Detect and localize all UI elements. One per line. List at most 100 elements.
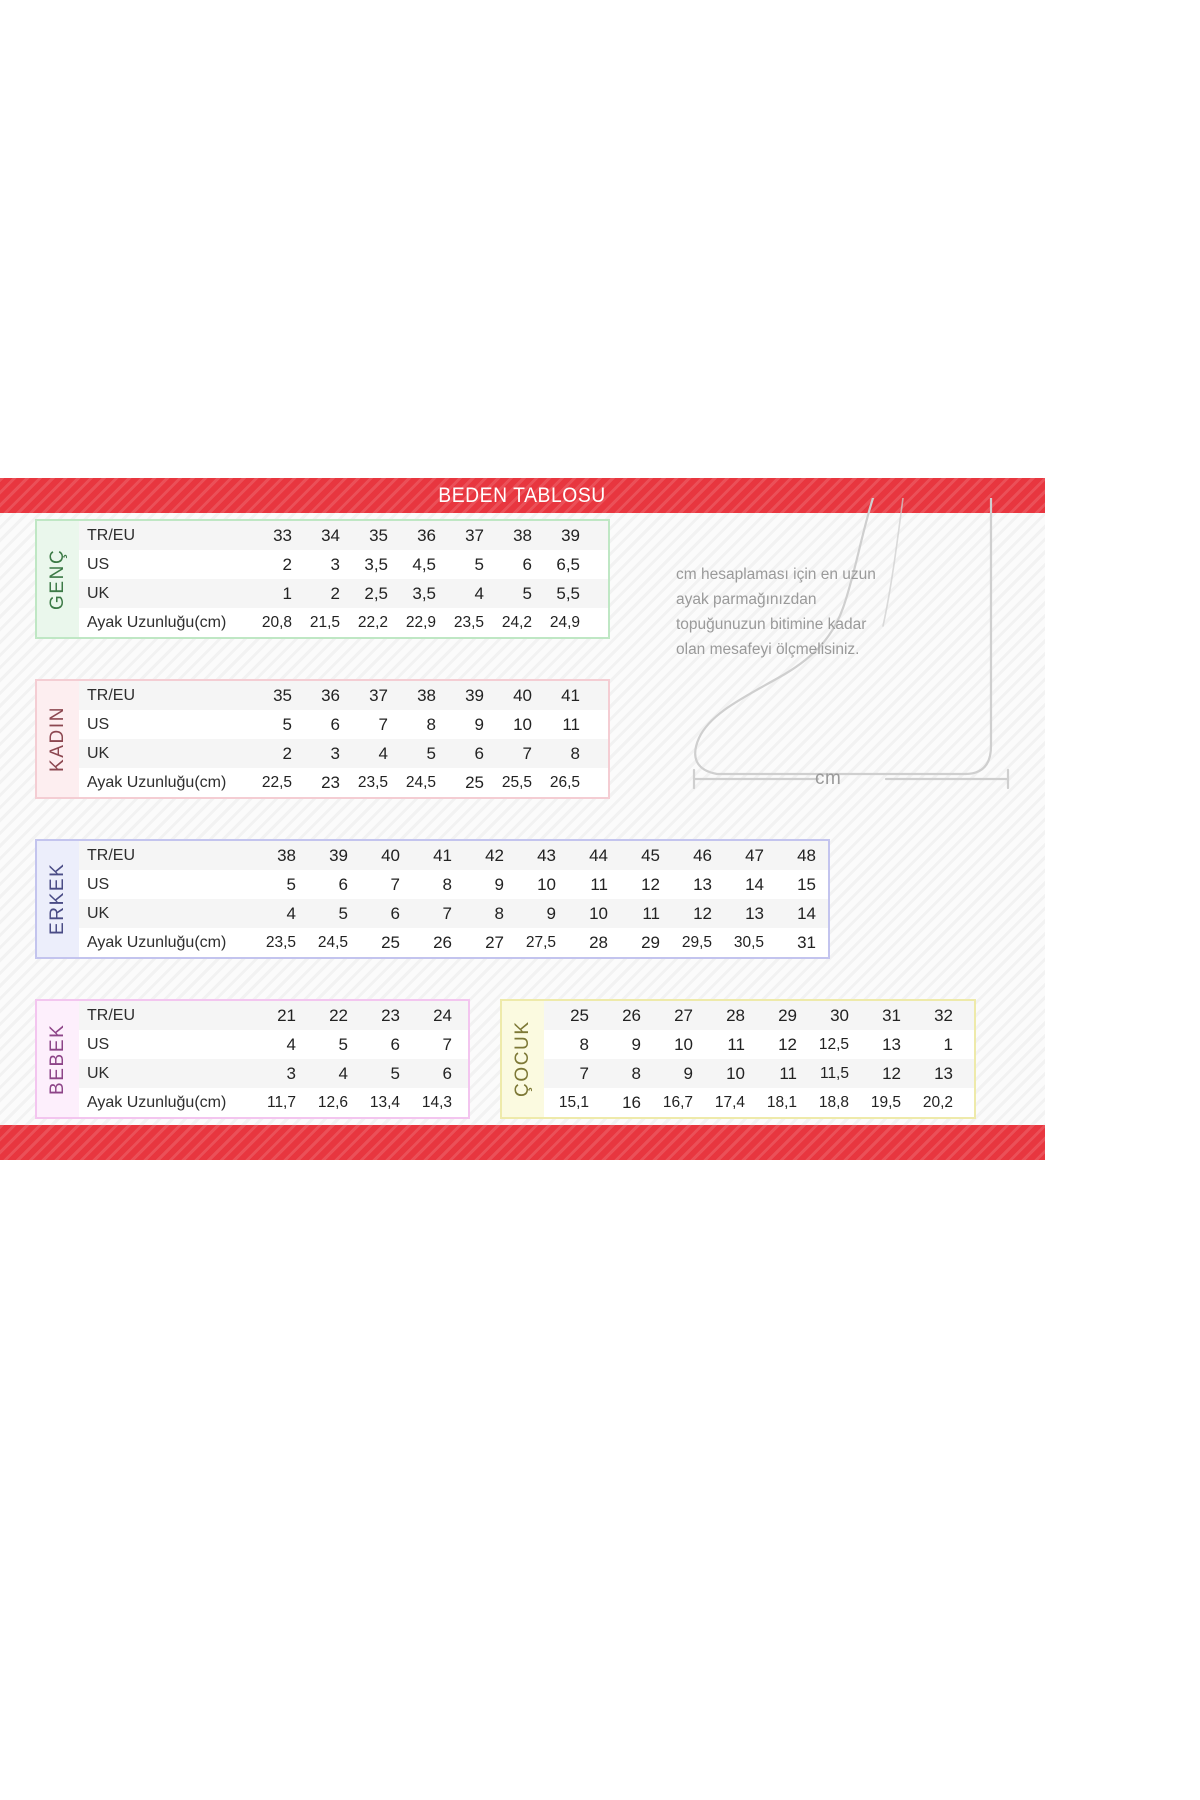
- table-category-label-genc: GENÇ: [47, 548, 68, 610]
- table-row: US 4 5 6 7: [79, 1030, 468, 1059]
- table-cell: 23,5: [265, 933, 296, 951]
- table-cell: 11,7: [266, 1093, 296, 1111]
- table-row: TR/EU 21 22 23 24: [79, 1001, 468, 1030]
- table-cell: 37: [369, 685, 388, 705]
- table-cell: 12: [882, 1063, 901, 1083]
- page-title: BEDEN TABLOSU: [438, 483, 607, 507]
- table-cell: 14: [797, 903, 816, 923]
- table-cell: 33: [273, 525, 292, 545]
- table-cell: 23,5: [357, 773, 388, 791]
- row-label: Ayak Uzunluğu(cm): [87, 613, 227, 631]
- table-cell: 11: [562, 714, 580, 734]
- table-cell: 16,7: [662, 1093, 693, 1111]
- table-cell: 16: [622, 1092, 641, 1112]
- table-cell: 24,9: [549, 613, 580, 631]
- row-label: TR/EU: [87, 686, 135, 704]
- size-chart-card: BEDEN TABLOSU GENÇ TR/EU 33 34 35 36 37 38 39 US 2…: [0, 478, 1045, 1160]
- cm-measure-bar: [692, 768, 1010, 790]
- table-cell: 35: [369, 525, 388, 545]
- table-cell: 22,9: [405, 613, 436, 631]
- table-cell: 38: [513, 525, 532, 545]
- table-cell: 22,2: [357, 613, 388, 631]
- table-row: Ayak Uzunluğu(cm) 22,5 23 23,5 24,5 25 25,5 26,…: [79, 768, 608, 797]
- table-cell: 43: [537, 845, 556, 865]
- row-label: Ayak Uzunluğu(cm): [87, 773, 227, 791]
- table-cell: 18,8: [818, 1093, 849, 1111]
- table-cell: 48: [797, 845, 816, 865]
- table-cell: 1: [282, 583, 292, 603]
- table-row: Ayak Uzunluğu(cm) 11,7 12,6 13,4 14,3: [79, 1088, 468, 1117]
- table-cell: 7: [579, 1063, 589, 1083]
- table-cell: 31: [797, 932, 816, 952]
- table-cell: 7: [442, 1034, 452, 1054]
- table-cell: 8: [631, 1063, 641, 1083]
- table-cell: 22: [329, 1005, 348, 1025]
- size-table-erkek: ERKEK TR/EU 38 39 40 41 42 43 44 45 46 47 48 US 5 6 7 8 9 1…: [35, 839, 830, 959]
- table-cell: 10: [537, 874, 556, 894]
- table-cell: 30: [830, 1005, 849, 1025]
- table-cell: 8: [579, 1034, 589, 1054]
- table-cell: 46: [693, 845, 712, 865]
- table-cell: 10: [589, 903, 608, 923]
- table-cell: 5: [474, 554, 484, 574]
- table-category-label-bebek: BEBEK: [47, 1023, 68, 1095]
- table-cell: 9: [631, 1034, 641, 1054]
- table-cell: 11: [779, 1063, 797, 1083]
- table-cell: 36: [321, 685, 340, 705]
- table-cell: 18,1: [766, 1093, 797, 1111]
- row-label: UK: [87, 584, 110, 602]
- table-cell: 4: [474, 583, 484, 603]
- table-cell: 6: [442, 1063, 452, 1083]
- row-label: US: [87, 555, 110, 573]
- table-category-label-erkek: ERKEK: [47, 862, 68, 936]
- row-label: TR/EU: [87, 846, 135, 864]
- table-cell: 42: [485, 845, 504, 865]
- table-cell: 5: [522, 583, 532, 603]
- table-cell: 21,5: [309, 613, 340, 631]
- table-category-label-cocuk: ÇOCUK: [512, 1020, 533, 1098]
- row-label: Ayak Uzunluğu(cm): [87, 933, 227, 951]
- table-cell: 3: [286, 1063, 296, 1083]
- table-cell: 44: [589, 845, 608, 865]
- table-cell: 19,5: [870, 1093, 901, 1111]
- table-cell: 10: [513, 714, 532, 734]
- table-cell: 4: [338, 1063, 348, 1083]
- table-cell: 35: [273, 685, 292, 705]
- table-cell: 6: [474, 743, 484, 763]
- table-cell: 15,1: [558, 1093, 589, 1111]
- size-table-cocuk: ÇOCUK 25 26 27 28 29 30 31 32 8 9 10 11 12 12,5 13 1 7 8 9 1…: [500, 999, 976, 1119]
- table-cell: 20,8: [261, 613, 292, 631]
- table-row: UK 3 4 5 6: [79, 1059, 468, 1088]
- table-cell: 5,5: [556, 583, 580, 603]
- table-cell: 34: [321, 525, 340, 545]
- table-cell: 2: [282, 743, 292, 763]
- table-cell: 25: [465, 772, 484, 792]
- table-cell: 21: [277, 1005, 296, 1025]
- table-cell: 5: [338, 903, 348, 923]
- table-cell: 22,5: [261, 773, 292, 791]
- table-row: 25 26 27 28 29 30 31 32: [544, 1001, 974, 1030]
- table-cell: 8: [426, 714, 436, 734]
- table-cell: 27,5: [525, 933, 556, 951]
- table-grid-erkek: TR/EU 38 39 40 41 42 43 44 45 46 47 48 US 5 6 7 8 9 10 11 12…: [79, 841, 828, 957]
- table-cell: 5: [338, 1034, 348, 1054]
- table-cell: 3,5: [412, 583, 436, 603]
- table-cell: 36: [417, 525, 436, 545]
- table-cell: 8: [442, 874, 452, 894]
- row-label: US: [87, 875, 110, 893]
- table-cell: 28: [589, 932, 608, 952]
- table-cell: 12: [641, 874, 660, 894]
- table-cell: 7: [390, 874, 400, 894]
- table-cell: 23: [381, 1005, 400, 1025]
- table-grid-bebek: TR/EU 21 22 23 24 US 4 5 6 7 UK 3 4 5 6 Ayak Uzunluğu(c…: [79, 1001, 468, 1117]
- table-cell: 6: [522, 554, 532, 574]
- table-cell: 40: [381, 845, 400, 865]
- table-cell: 5: [282, 714, 292, 734]
- table-cell: 13: [882, 1034, 901, 1054]
- table-cell: 14,3: [421, 1093, 452, 1111]
- table-cell: 8: [570, 743, 580, 763]
- row-label: TR/EU: [87, 1006, 135, 1024]
- table-cell: 10: [674, 1034, 693, 1054]
- table-cell: 28: [726, 1005, 745, 1025]
